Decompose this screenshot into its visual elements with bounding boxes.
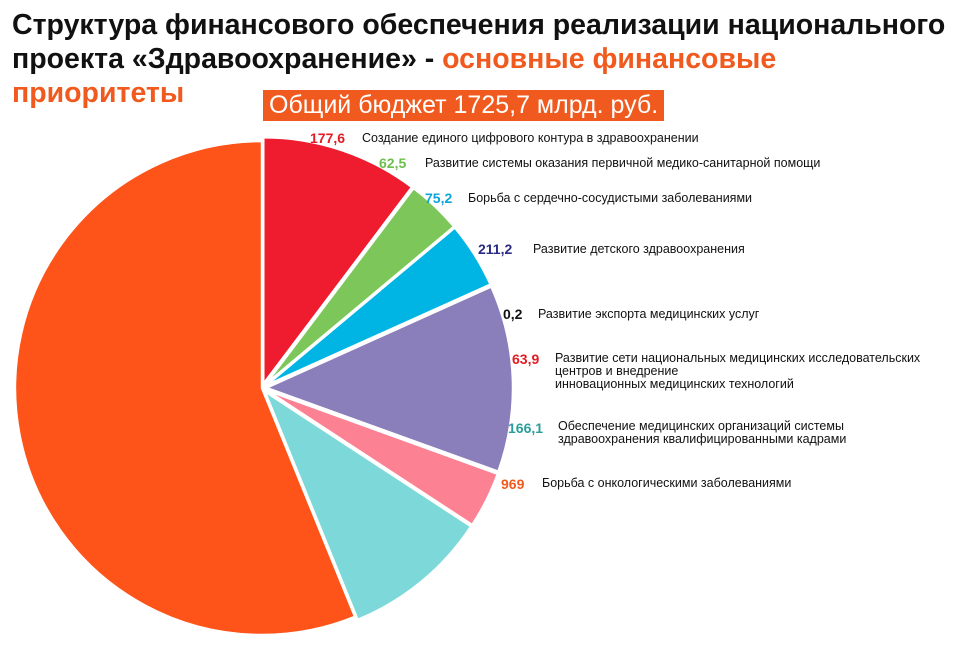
- slice-value-1: 177,6: [310, 130, 346, 146]
- pie-slice-6: [264, 388, 500, 527]
- slice-label-2: Развитие системы оказания первичной меди…: [425, 156, 821, 170]
- pie-slice-3: [264, 226, 492, 388]
- slice-label-3: Борьба с сердечно-сосудистыми заболевани…: [468, 191, 753, 205]
- slice-value-8: 969: [501, 476, 525, 492]
- pie-slice-1: [262, 135, 414, 386]
- title-accent: основные финансовые приоритеты: [12, 43, 777, 109]
- slice-label-4: Развитие детского здравоохранения: [533, 242, 745, 256]
- pie-slice-4: [264, 285, 515, 473]
- slice-label-8: Борьба с онкологическими заболеваниями: [542, 476, 792, 490]
- slice-value-7: 166,1: [508, 420, 544, 436]
- slice-value-6: 63,9: [512, 351, 540, 367]
- title-main: Структура финансового обеспечения реализ…: [12, 9, 946, 75]
- pie-slice-8: [13, 139, 357, 637]
- slice-label-1: Создание единого цифрового контура в здр…: [362, 131, 699, 145]
- budget-badge: Общий бюджет 1725,7 млрд. руб.: [263, 90, 665, 121]
- slice-value-2: 62,5: [379, 155, 407, 171]
- slice-value-3: 75,2: [425, 190, 453, 206]
- slice-value-4: 211,2: [478, 241, 513, 257]
- slice-value-5: 0,2: [503, 306, 523, 322]
- pie-slice-7: [263, 389, 473, 622]
- slice-label-7: Обеспечение медицинских организаций сист…: [558, 419, 847, 446]
- chart-title: Структура финансового обеспечения реализ…: [12, 8, 952, 110]
- slice-label-5: Развитие экспорта медицинских услуг: [538, 307, 760, 321]
- slice-label-6: Развитие сети национальных медицинских и…: [555, 351, 921, 391]
